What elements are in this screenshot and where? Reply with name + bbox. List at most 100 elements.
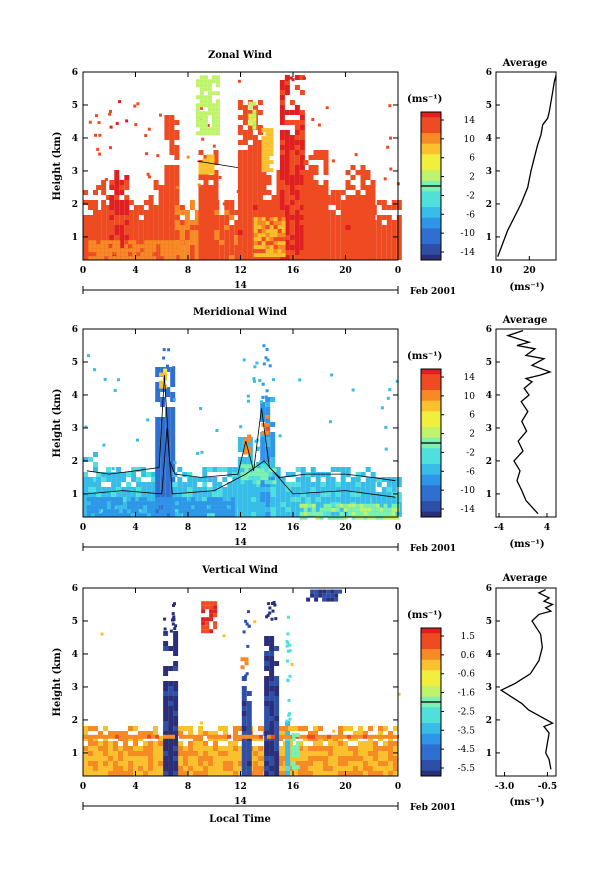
field-cell xyxy=(151,472,157,477)
field-cell xyxy=(177,482,183,487)
field-speck xyxy=(285,719,289,723)
field-cell xyxy=(320,482,326,487)
field-patch-cell xyxy=(215,127,220,132)
field-cell xyxy=(315,482,321,487)
field-patch-cell xyxy=(104,248,109,253)
field-cell xyxy=(308,205,314,210)
field-cell xyxy=(330,492,336,497)
field-patch-cell xyxy=(339,515,344,520)
field-cell xyxy=(303,726,308,731)
field-cell xyxy=(251,487,256,492)
field-cell xyxy=(158,766,163,771)
field-cell xyxy=(214,245,220,250)
field-patch-cell xyxy=(152,244,157,249)
field-patch-cell xyxy=(363,507,368,512)
field-cell xyxy=(170,412,176,417)
field-patch-cell xyxy=(268,472,273,477)
field-patch-cell xyxy=(190,513,195,518)
colorbar-tick-label: 2 xyxy=(469,173,475,183)
field-cell xyxy=(193,766,198,771)
field-cell xyxy=(265,482,271,487)
field-cell xyxy=(318,225,324,230)
field-cell xyxy=(276,200,282,205)
field-patch-cell xyxy=(335,734,339,739)
field-cell xyxy=(365,482,371,487)
field-cell xyxy=(294,185,300,190)
field-cell xyxy=(133,205,139,210)
field-cell xyxy=(214,225,220,230)
field-cell xyxy=(323,771,328,776)
field-cell xyxy=(247,210,253,215)
field-cell xyxy=(83,512,88,517)
field-cell xyxy=(269,676,275,681)
field-cell xyxy=(208,195,214,200)
field-patch-cell xyxy=(144,240,149,245)
field-speck xyxy=(163,617,167,621)
field-patch-cell xyxy=(176,244,181,249)
field-cell xyxy=(103,771,108,776)
field-patch-cell xyxy=(180,240,185,245)
field-cell xyxy=(284,190,290,195)
field-cell xyxy=(241,761,247,766)
field-patch-cell xyxy=(90,505,95,510)
field-patch-cell xyxy=(205,601,210,606)
field-patch-cell xyxy=(363,515,368,520)
field-cell xyxy=(242,220,248,225)
field-cell xyxy=(168,771,174,776)
contour-line xyxy=(197,160,238,168)
field-cell xyxy=(164,170,170,175)
zonal-wind-heatmap xyxy=(83,75,402,261)
field-cell xyxy=(278,771,283,776)
field-cell xyxy=(289,160,295,165)
field-speck xyxy=(98,152,102,156)
field-cell xyxy=(257,150,263,155)
field-patch-cell xyxy=(218,509,223,514)
field-speck xyxy=(245,672,249,676)
field-cell xyxy=(194,235,200,240)
field-cell xyxy=(194,225,200,230)
field-cell xyxy=(93,487,98,492)
field-patch-cell xyxy=(277,241,282,246)
field-cell xyxy=(169,185,175,190)
field-cell xyxy=(252,155,258,160)
field-cell xyxy=(360,210,366,215)
field-cell xyxy=(335,230,341,235)
field-cell xyxy=(160,442,166,447)
field-speck xyxy=(244,674,248,678)
field-cell xyxy=(365,230,371,235)
field-cell xyxy=(320,497,326,502)
field-cell xyxy=(153,756,158,761)
field-cell xyxy=(173,736,179,741)
field-cell xyxy=(224,245,230,250)
field-cell xyxy=(378,726,383,731)
field-patch-cell xyxy=(207,131,212,136)
field-cell xyxy=(170,477,176,482)
field-cell xyxy=(114,190,120,195)
field-patch-cell xyxy=(240,472,245,477)
field-cell xyxy=(340,235,346,240)
field-patch-cell xyxy=(118,501,123,506)
field-cell xyxy=(242,195,248,200)
field-cell xyxy=(229,200,235,205)
field-cell xyxy=(128,726,133,731)
field-cell xyxy=(173,771,179,776)
field-cell xyxy=(269,711,275,716)
field-cell xyxy=(383,726,388,731)
field-cell xyxy=(208,250,214,255)
field-cell xyxy=(219,235,225,240)
field-patch-cell xyxy=(211,127,216,132)
field-cell xyxy=(265,502,271,507)
field-patch-cell xyxy=(152,240,157,245)
field-cell xyxy=(242,250,248,255)
field-patch-cell xyxy=(339,511,344,516)
field-cell xyxy=(172,472,178,477)
field-cell xyxy=(396,482,402,487)
colorbar-swatch xyxy=(421,696,441,703)
field-cell xyxy=(173,721,179,726)
field-speck xyxy=(98,133,102,137)
colorbar-swatch xyxy=(421,180,441,187)
field-cell xyxy=(252,210,258,215)
field-cell xyxy=(88,756,93,761)
field-cell xyxy=(113,731,118,736)
